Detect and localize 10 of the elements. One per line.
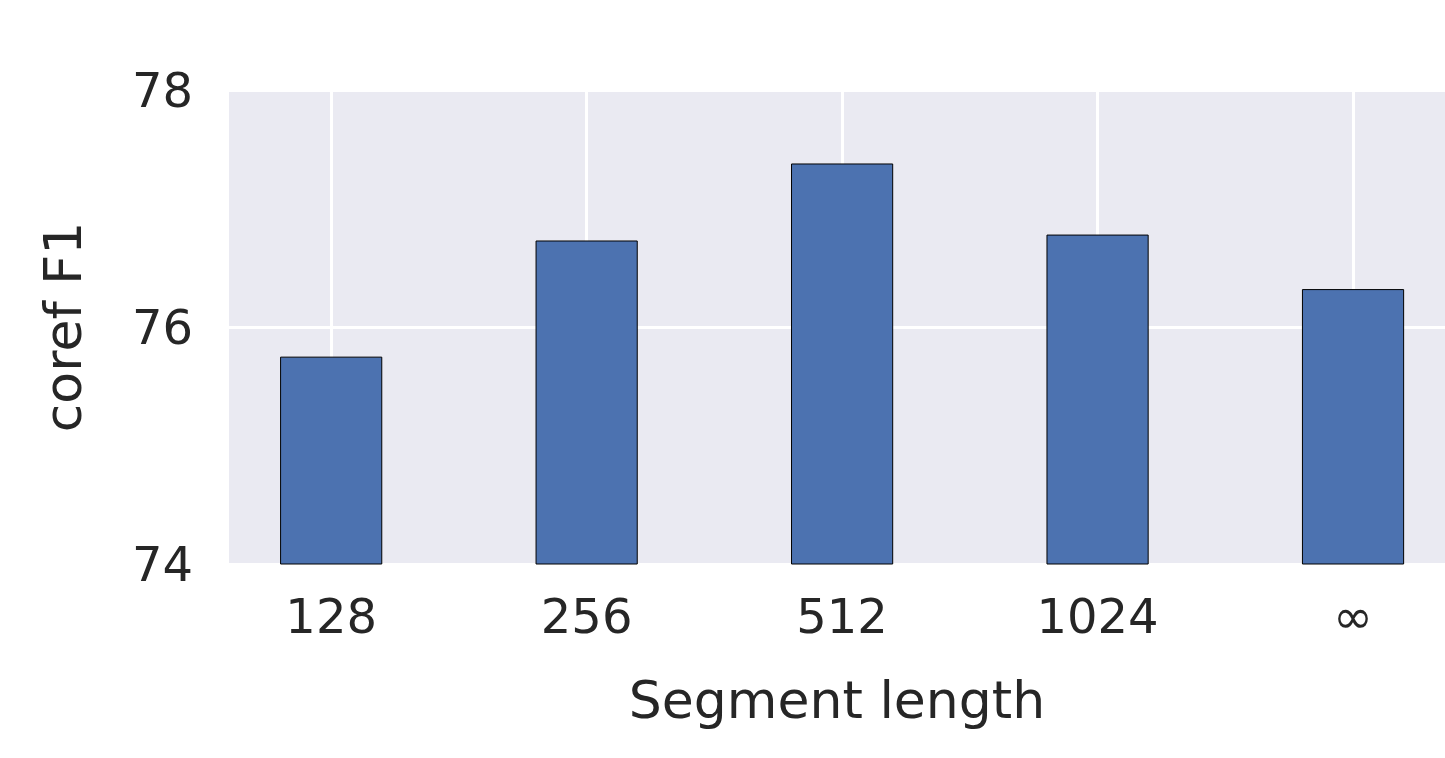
x-tick-label: 256 (540, 588, 633, 644)
x-tick-label: ∞ (1333, 588, 1374, 644)
x-tick-label: 512 (796, 588, 888, 644)
y-tick-label: 76 (131, 299, 193, 355)
x-tick-label: 128 (285, 588, 377, 644)
y-axis-title: coref F1 (33, 221, 93, 433)
y-tick-label: 78 (131, 62, 193, 118)
y-tick-label: 74 (131, 536, 193, 592)
x-tick-label: 1024 (1036, 588, 1159, 644)
x-axis-title: Segment length (628, 670, 1046, 730)
